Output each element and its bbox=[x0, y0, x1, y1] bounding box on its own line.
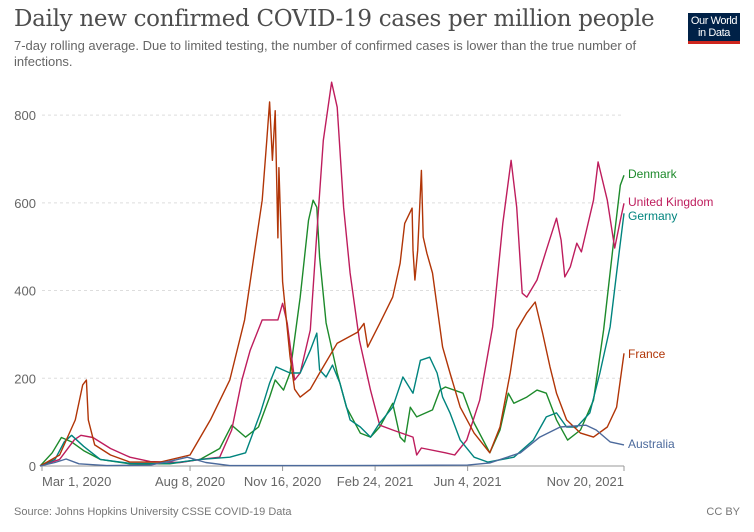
chart-subtitle: 7-day rolling average. Due to limited te… bbox=[14, 38, 637, 69]
series-line-france bbox=[39, 101, 625, 467]
chart-title: Daily new confirmed COVID-19 cases per m… bbox=[14, 6, 655, 32]
y-tick-label: 600 bbox=[14, 196, 36, 211]
y-tick-label: 200 bbox=[14, 371, 36, 386]
series-label: Germany bbox=[628, 209, 677, 223]
series-label: United Kingdom bbox=[628, 195, 713, 209]
license-link[interactable]: CC BY bbox=[706, 506, 740, 518]
x-tick-label: Aug 8, 2020 bbox=[155, 474, 225, 489]
owid-logo[interactable]: Our World in Data bbox=[688, 13, 740, 44]
x-tick-label: Jun 4, 2021 bbox=[434, 474, 502, 489]
series-line-germany bbox=[39, 213, 625, 467]
series-line-australia bbox=[39, 424, 625, 467]
y-tick-label: 0 bbox=[29, 459, 36, 474]
x-tick-label: Nov 16, 2020 bbox=[244, 474, 321, 489]
series-label: France bbox=[628, 347, 666, 361]
source-note[interactable]: Source: Johns Hopkins University CSSE CO… bbox=[14, 506, 292, 518]
x-tick-label: Mar 1, 2020 bbox=[42, 474, 111, 489]
y-tick-label: 400 bbox=[14, 284, 36, 299]
x-tick-label: Feb 24, 2021 bbox=[337, 474, 414, 489]
y-tick-label: 800 bbox=[14, 108, 36, 123]
x-tick-label: Nov 20, 2021 bbox=[547, 474, 624, 489]
series-label: Denmark bbox=[628, 167, 678, 181]
series-label: Australia bbox=[628, 437, 675, 451]
series-line-denmark bbox=[39, 174, 625, 467]
series-line-united-kingdom bbox=[39, 81, 625, 467]
